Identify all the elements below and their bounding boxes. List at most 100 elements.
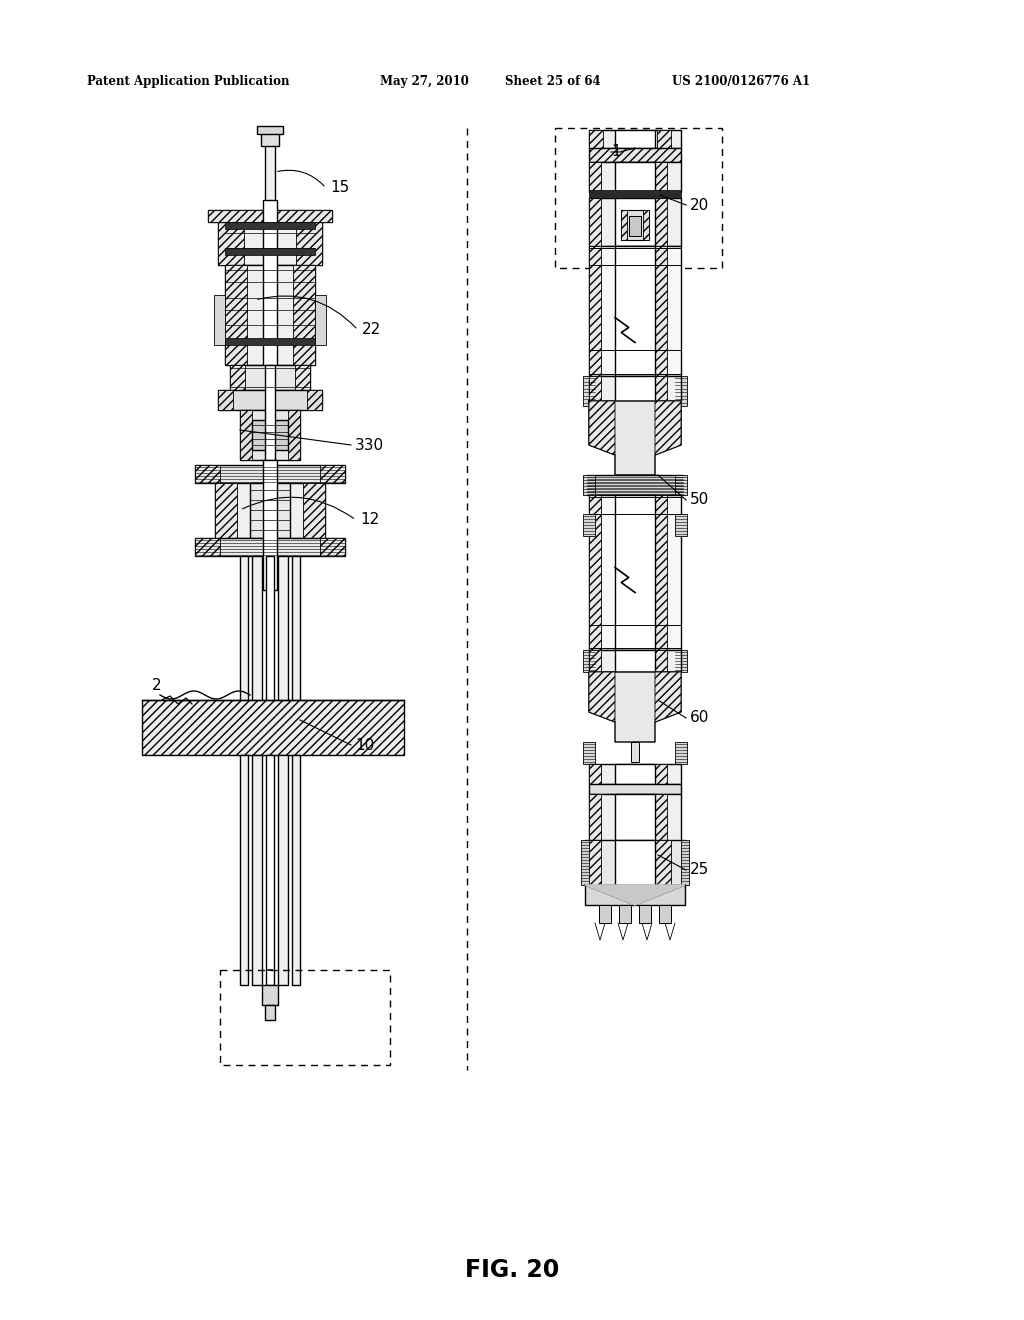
Bar	[315, 294, 326, 345]
Bar	[589, 376, 601, 401]
Bar	[655, 795, 667, 879]
Bar	[615, 795, 655, 879]
Bar	[621, 210, 627, 240]
Bar	[659, 906, 671, 923]
Bar	[225, 265, 247, 366]
Bar	[589, 190, 681, 198]
Polygon shape	[589, 401, 681, 475]
Bar	[230, 366, 310, 389]
Bar	[599, 906, 611, 923]
Text: 22: 22	[362, 322, 381, 338]
Text: Patent Application Publication: Patent Application Publication	[87, 75, 290, 88]
Text: US 2100/0126776 A1: US 2100/0126776 A1	[672, 75, 810, 88]
Bar	[240, 755, 248, 985]
Bar	[621, 210, 649, 240]
Text: FIG. 20: FIG. 20	[465, 1258, 559, 1282]
Bar	[195, 539, 345, 556]
Bar	[303, 483, 325, 539]
Polygon shape	[585, 884, 685, 906]
Bar	[589, 649, 601, 672]
Bar	[615, 764, 655, 784]
Bar	[218, 389, 233, 411]
Bar	[225, 265, 315, 366]
Bar	[589, 795, 601, 879]
Bar	[240, 411, 252, 459]
Bar	[262, 985, 278, 1005]
Bar	[631, 742, 639, 762]
Text: 2: 2	[152, 677, 162, 693]
Bar	[240, 411, 300, 459]
Bar	[585, 840, 685, 884]
Bar	[240, 556, 248, 756]
Bar	[261, 128, 279, 147]
Bar	[615, 129, 655, 148]
Bar	[589, 198, 601, 246]
Bar	[265, 129, 275, 215]
Bar	[589, 162, 601, 191]
Polygon shape	[589, 672, 681, 742]
Bar	[266, 755, 274, 985]
Bar	[589, 764, 681, 784]
Bar	[319, 539, 345, 556]
Bar	[615, 376, 655, 401]
Bar	[292, 755, 300, 985]
Bar	[270, 210, 332, 222]
Bar	[250, 483, 290, 539]
Bar	[583, 513, 595, 536]
Bar	[655, 198, 667, 246]
Bar	[257, 125, 283, 135]
Polygon shape	[589, 672, 615, 722]
Bar	[293, 265, 315, 366]
Bar	[643, 210, 649, 240]
Bar	[225, 338, 315, 345]
Bar	[655, 840, 671, 884]
Bar	[288, 411, 300, 459]
Bar	[583, 649, 595, 672]
Bar	[296, 215, 322, 265]
Bar	[214, 294, 225, 345]
Bar	[589, 162, 681, 191]
Bar	[585, 884, 685, 906]
Polygon shape	[655, 401, 681, 455]
Bar	[657, 129, 671, 148]
Bar	[655, 162, 667, 191]
Bar	[589, 198, 681, 246]
Bar	[208, 210, 332, 222]
Bar	[655, 649, 667, 672]
Bar	[615, 198, 655, 246]
Bar	[208, 210, 270, 222]
Bar	[615, 840, 655, 884]
Bar	[266, 556, 274, 756]
Bar	[589, 246, 601, 376]
Bar	[295, 366, 310, 389]
Bar	[589, 495, 601, 649]
Text: 60: 60	[690, 710, 710, 726]
Bar	[675, 649, 687, 672]
Bar	[589, 129, 681, 148]
Bar	[583, 742, 595, 764]
Bar	[655, 764, 667, 784]
Bar	[225, 222, 315, 228]
Bar	[252, 556, 262, 756]
Bar	[675, 513, 687, 536]
Text: May 27, 2010: May 27, 2010	[380, 75, 469, 88]
Bar	[618, 906, 631, 923]
Bar	[195, 539, 220, 556]
Text: 10: 10	[355, 738, 374, 752]
Bar	[265, 1005, 275, 1020]
Text: 330: 330	[355, 437, 384, 453]
Bar	[252, 755, 262, 985]
Bar	[655, 246, 667, 376]
Bar	[263, 201, 278, 414]
Bar	[218, 215, 322, 265]
Bar	[215, 483, 325, 539]
Bar	[265, 366, 275, 459]
Bar	[319, 465, 345, 483]
Bar	[655, 495, 667, 649]
Bar	[629, 216, 641, 236]
Bar	[583, 475, 595, 495]
Bar	[581, 840, 589, 884]
Bar	[589, 148, 681, 162]
Bar	[589, 764, 601, 784]
Bar	[585, 840, 601, 884]
